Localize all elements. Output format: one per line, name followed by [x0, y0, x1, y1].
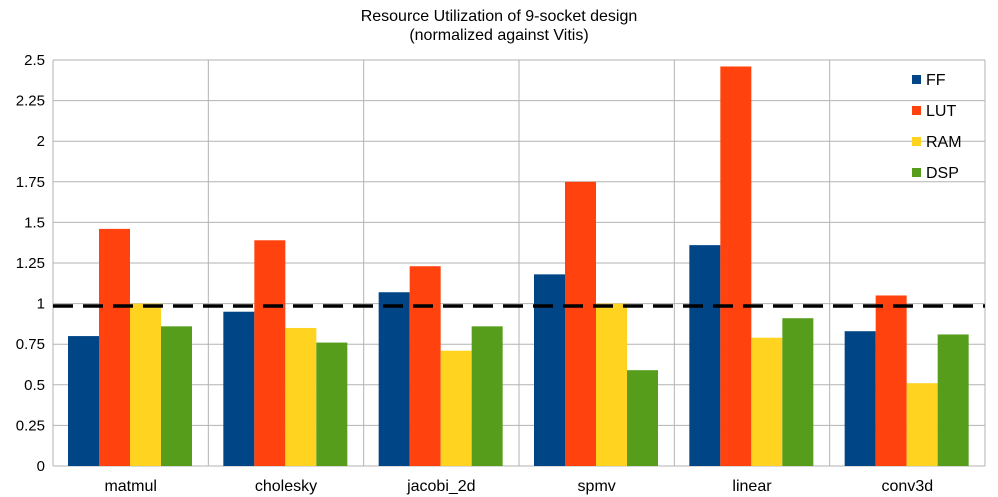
bar-dsp-jacobi-2d [471, 326, 503, 466]
bar-ram-jacobi-2d [440, 350, 472, 466]
bar-ff-matmul [68, 336, 99, 466]
x-category-label: conv3d [882, 478, 934, 495]
bar-ff-conv3d [844, 331, 876, 466]
legend-label-ram: RAM [926, 134, 962, 151]
x-category-label: cholesky [255, 478, 317, 495]
bar-lut-jacobi-2d [409, 266, 441, 466]
bar-lut-conv3d [875, 295, 907, 466]
x-axis-categories: matmul cholesky jacobi_2d spmv linear conv3d [104, 478, 933, 495]
bar-ff-linear [689, 245, 721, 466]
x-category-label: linear [732, 478, 772, 495]
y-tick-label: 1.25 [16, 255, 45, 272]
bar-ff-jacobi-2d [378, 292, 410, 466]
bar-dsp-conv3d [937, 334, 969, 466]
bar-ram-linear [751, 337, 783, 466]
legend-label-lut: LUT [926, 103, 956, 120]
y-tick-label: 2 [37, 133, 45, 150]
y-axis-ticks: 0 0.25 0.5 0.75 1 1.25 1.5 1.75 2 2.25 2.5 [16, 52, 45, 475]
x-category-label: matmul [104, 478, 156, 495]
bar-ram-matmul [130, 303, 161, 466]
bar-ff-spmv [534, 274, 565, 466]
y-tick-label: 0.25 [16, 417, 45, 434]
bar-dsp-matmul [161, 326, 192, 466]
bar-ff-cholesky [223, 311, 255, 466]
y-tick-label: 2.25 [16, 93, 45, 110]
legend-label-dsp: DSP [926, 165, 959, 182]
bar-ram-spmv [596, 303, 627, 466]
gridlines [52, 59, 986, 467]
legend: FF LUT RAM DSP [912, 72, 962, 182]
bar-ram-cholesky [285, 327, 317, 466]
bar-lut-matmul [99, 228, 130, 466]
bar-dsp-spmv [627, 370, 658, 466]
y-tick-label: 2.5 [24, 52, 45, 69]
bars [68, 66, 969, 467]
x-category-label: spmv [578, 478, 616, 495]
bar-ram-conv3d [906, 383, 938, 466]
y-tick-label: 0.75 [16, 336, 45, 353]
x-category-label: jacobi_2d [406, 478, 476, 495]
bar-dsp-linear [782, 318, 814, 466]
y-tick-label: 0 [37, 458, 45, 475]
y-tick-label: 0.5 [24, 377, 45, 394]
legend-label-ff: FF [926, 72, 946, 89]
legend-swatch-ff [912, 75, 921, 84]
bar-lut-cholesky [254, 240, 286, 466]
chart-title: Resource Utilization of 9-socket design [361, 8, 638, 25]
y-tick-label: 1 [37, 296, 45, 313]
y-tick-label: 1.5 [24, 214, 45, 231]
legend-swatch-dsp [912, 168, 921, 177]
y-tick-label: 1.75 [16, 174, 45, 191]
bar-lut-spmv [565, 181, 596, 467]
chart-subtitle: (normalized against Vitis) [409, 27, 588, 44]
legend-swatch-lut [912, 106, 921, 115]
legend-swatch-ram [912, 137, 921, 146]
bar-lut-linear [720, 66, 752, 466]
bar-dsp-cholesky [316, 342, 348, 466]
